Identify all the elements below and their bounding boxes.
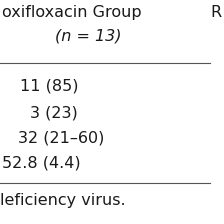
Text: 3 (23): 3 (23): [30, 105, 78, 120]
Text: 52.8 (4.4): 52.8 (4.4): [2, 155, 81, 170]
Text: leficiency virus.: leficiency virus.: [0, 193, 126, 208]
Text: oxifloxacin Group: oxifloxacin Group: [2, 5, 142, 20]
Text: 32 (21–60): 32 (21–60): [18, 130, 104, 145]
Text: (n = 13): (n = 13): [55, 28, 121, 43]
Text: 11 (85): 11 (85): [20, 78, 78, 93]
Text: R: R: [210, 5, 221, 20]
